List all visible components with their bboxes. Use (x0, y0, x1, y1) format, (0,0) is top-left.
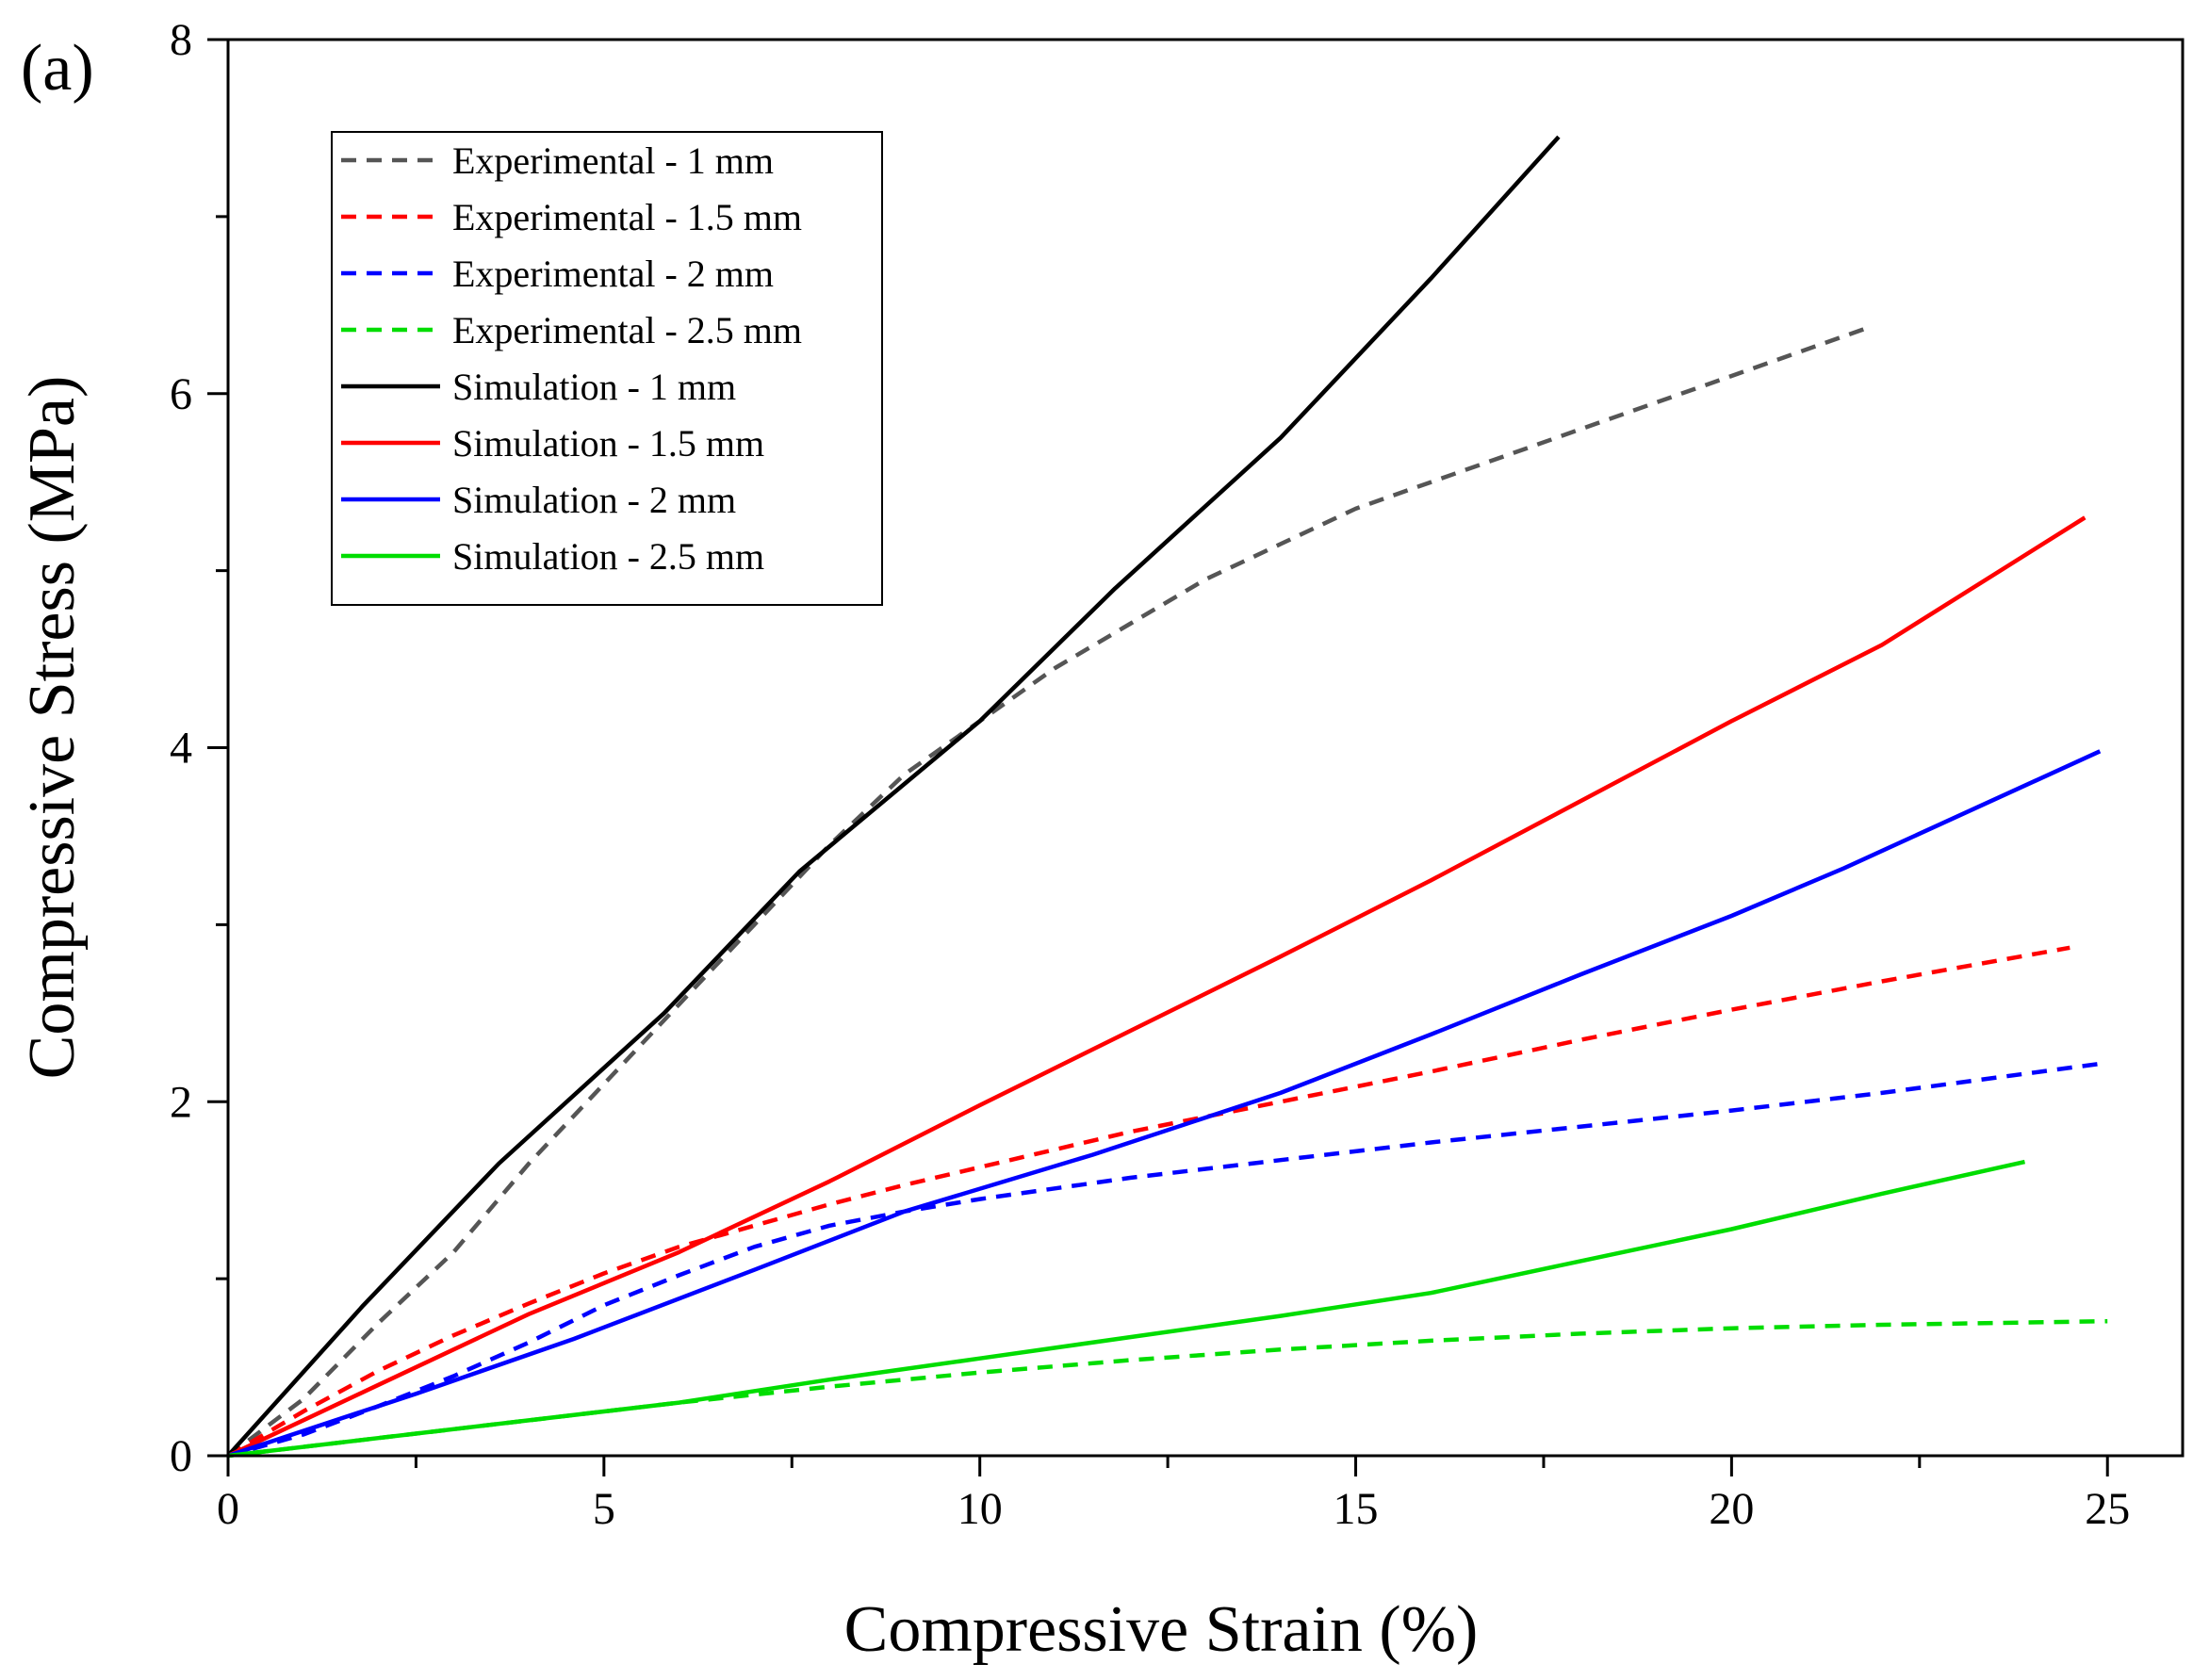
legend-label: Simulation - 2 mm (452, 479, 736, 521)
x-axis-title: Compressive Strain (%) (844, 1593, 1479, 1666)
series-line-1 (226, 326, 1868, 1458)
series-line-8 (227, 1159, 2025, 1459)
y-tick-label: 2 (170, 1077, 192, 1127)
y-tick-label: 6 (170, 369, 192, 419)
legend-label: Simulation - 1 mm (452, 366, 736, 408)
axes: 0 5 10 15 20 25 0 2 4 6 8 (170, 15, 2185, 1534)
x-tick-label: 10 (957, 1484, 1003, 1534)
legend-label: Experimental - 1 mm (452, 139, 774, 182)
x-tick-label: 0 (217, 1484, 239, 1534)
y-tick-label: 0 (170, 1431, 192, 1481)
series-line-2 (226, 945, 2070, 1458)
plot-area (226, 135, 2108, 1459)
panel-label: (a) (21, 32, 94, 105)
y-tick-label: 8 (170, 15, 192, 65)
series-line-7 (227, 749, 2102, 1459)
legend-label: Simulation - 1.5 mm (452, 422, 764, 465)
x-tick-label: 20 (1709, 1484, 1754, 1534)
legend-box (331, 131, 883, 606)
x-tick-label: 5 (593, 1484, 615, 1534)
x-tick-label: 15 (1334, 1484, 1379, 1534)
legend-label: Experimental - 1.5 mm (452, 196, 802, 238)
x-tick-label: 25 (2085, 1484, 2130, 1534)
legend-label: Experimental - 2.5 mm (452, 309, 802, 351)
y-axis-title: Compressive Stress (MPa) (16, 376, 89, 1080)
series-line-6 (227, 515, 2087, 1459)
series-line-3 (227, 1060, 2108, 1459)
y-tick-label: 4 (170, 724, 192, 774)
legend-label: Simulation - 2.5 mm (452, 535, 764, 578)
series-line-5 (226, 135, 1561, 1458)
legend: Experimental - 1 mm Experimental - 1.5 mm… (331, 131, 883, 606)
legend-label: Experimental - 2 mm (452, 253, 774, 295)
series-line-4 (227, 1318, 2108, 1459)
